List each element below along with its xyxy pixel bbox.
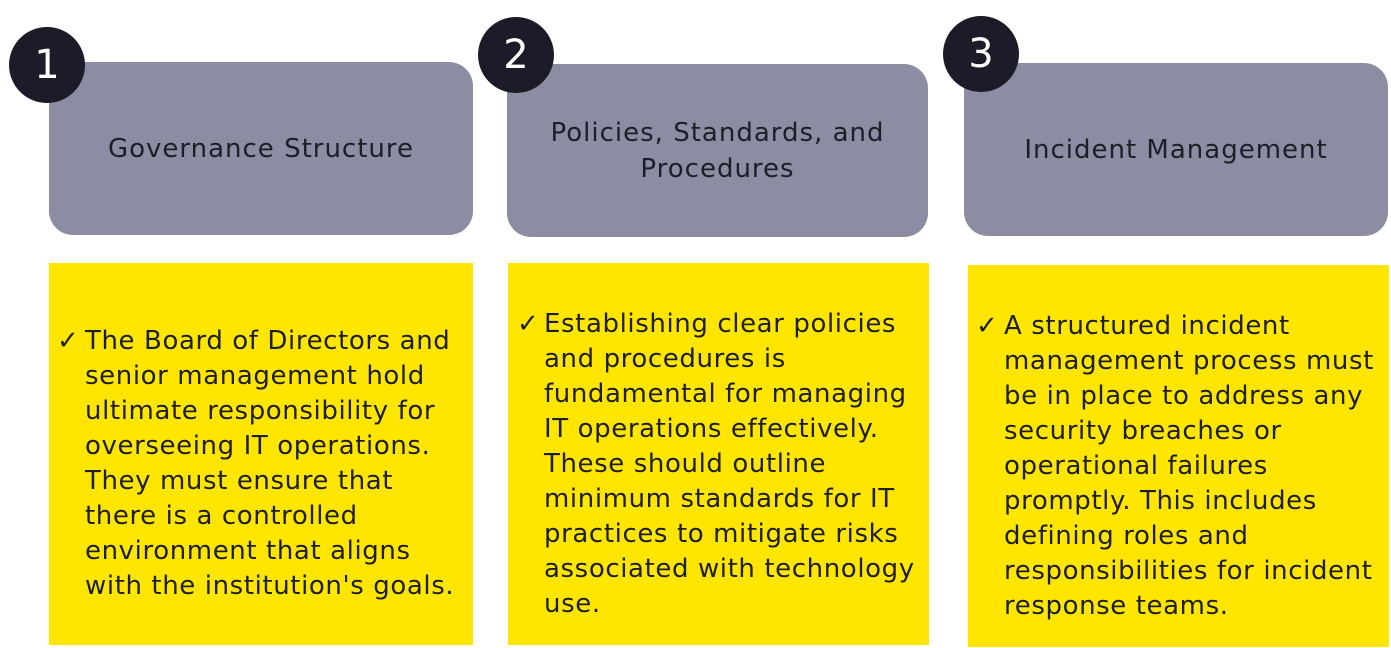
step-3-header: Incident Management (964, 63, 1388, 236)
step-2-description: Establishing clear policies and procedur… (544, 307, 919, 622)
check-icon: ✓ (976, 309, 998, 344)
check-icon: ✓ (517, 307, 539, 342)
step-3-description: A structured incident management process… (1004, 309, 1382, 624)
step-2-number: 2 (503, 35, 528, 75)
step-1-number-badge: 1 (9, 27, 85, 103)
step-3-content-box: ✓ A structured incident management proce… (968, 265, 1389, 647)
step-2-title: Policies, Standards, and Procedures (551, 115, 885, 187)
step-1-header: Governance Structure (49, 62, 473, 235)
step-1-number: 1 (34, 45, 59, 85)
step-2-header: Policies, Standards, and Procedures (507, 64, 928, 237)
step-3-number-badge: 3 (943, 16, 1019, 92)
step-2-content-box: ✓ Establishing clear policies and proced… (508, 263, 929, 645)
check-icon: ✓ (57, 324, 79, 359)
step-2-number-badge: 2 (478, 17, 554, 93)
step-1-title: Governance Structure (108, 131, 414, 167)
step-1-description: The Board of Directors and senior manage… (85, 324, 465, 604)
step-3-title: Incident Management (1024, 132, 1327, 168)
step-3-number: 3 (968, 34, 993, 74)
step-1-content-box: ✓ The Board of Directors and senior mana… (49, 263, 473, 645)
